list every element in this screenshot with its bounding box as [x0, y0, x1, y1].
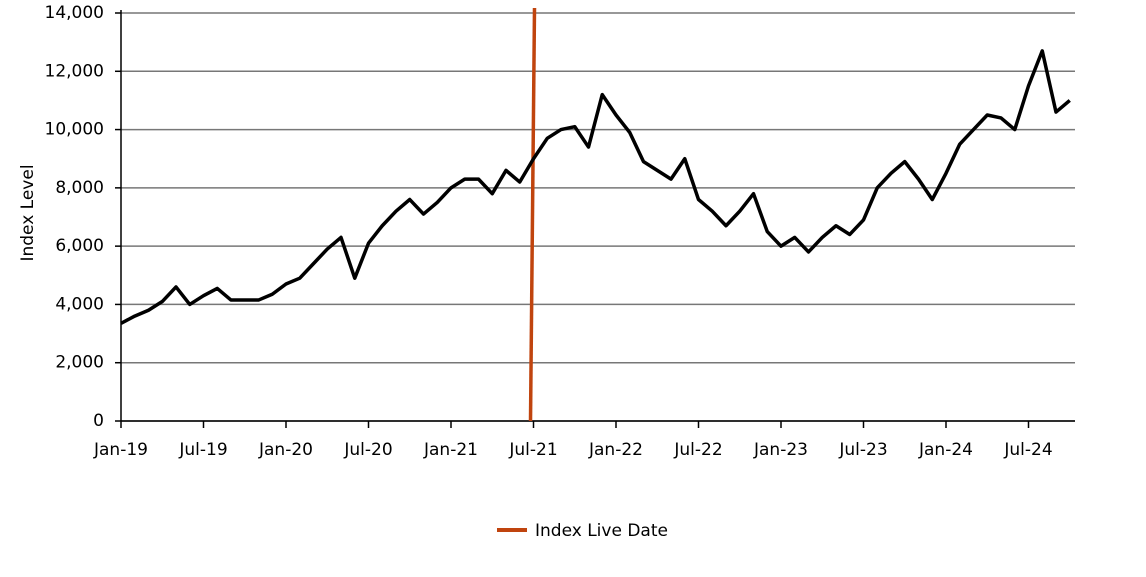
y-tick-label: 10,000 — [45, 120, 104, 140]
x-tick-label: Jul-20 — [343, 440, 392, 460]
x-tick-label: Jan-21 — [423, 440, 478, 460]
y-tick-label: 4,000 — [55, 294, 104, 314]
y-tick-label: 6,000 — [55, 236, 104, 256]
x-tick-label: Jan-22 — [588, 440, 643, 460]
index-line — [120, 49, 1071, 325]
y-tick-label: 0 — [93, 411, 104, 431]
y-tick-label: 8,000 — [55, 178, 104, 198]
x-tick-label: Jul-19 — [178, 440, 227, 460]
y-axis-label: Index Level — [18, 164, 38, 261]
x-tick-label: Jan-24 — [918, 440, 973, 460]
x-tick-label: Jul-21 — [508, 440, 557, 460]
live-date-line — [528, 7, 537, 422]
legend-label: Index Live Date — [535, 521, 668, 541]
x-tick-label: Jul-22 — [673, 440, 722, 460]
x-tick-label: Jul-24 — [1003, 440, 1052, 460]
x-tick-label: Jul-23 — [838, 440, 887, 460]
y-tick-label: 12,000 — [45, 61, 104, 81]
x-tick-label: Jan-19 — [93, 440, 148, 460]
x-tick-label: Jan-20 — [258, 440, 313, 460]
y-tick-label: 2,000 — [55, 353, 104, 373]
x-tick-label: Jan-23 — [753, 440, 808, 460]
y-tick-label: 14,000 — [45, 3, 104, 23]
